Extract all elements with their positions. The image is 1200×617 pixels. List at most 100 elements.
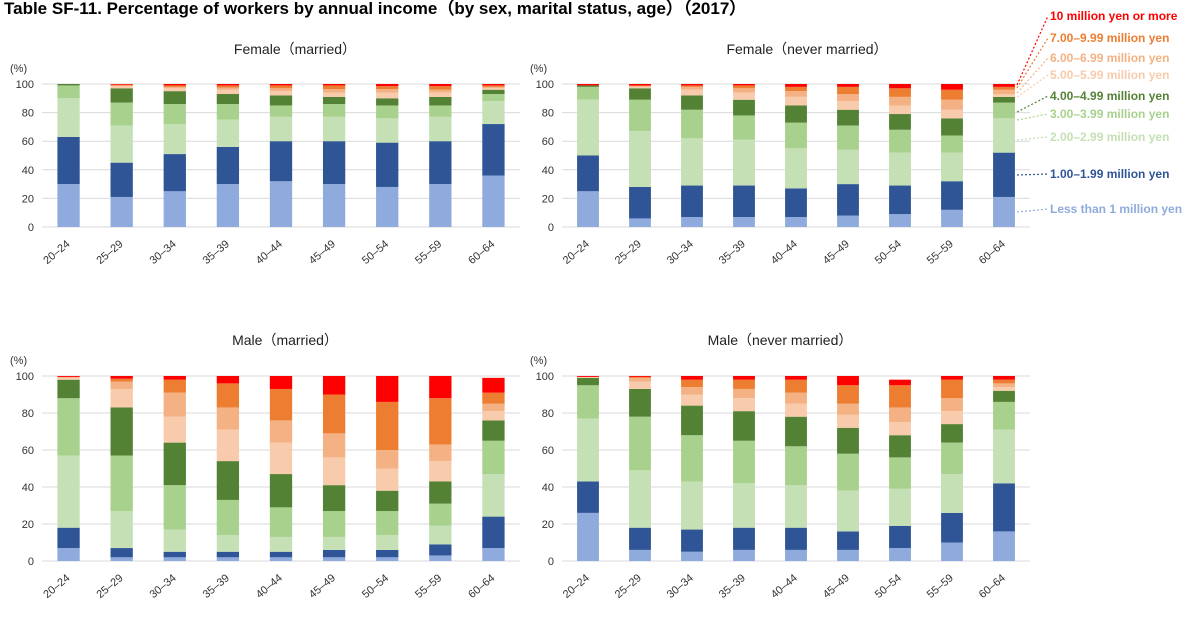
bar-segment: [216, 376, 240, 384]
bar-segment: [733, 527, 755, 550]
bar-segment: [57, 136, 80, 185]
bar-segment: [429, 555, 452, 561]
bar-segment: [889, 379, 911, 386]
bar-segment: [269, 95, 293, 106]
x-tick-label: 60–64: [977, 238, 1008, 267]
x-tick-label: 60–64: [466, 572, 497, 601]
y-tick-label: 60: [542, 136, 554, 148]
bar-segment: [837, 125, 859, 150]
bar-segment: [993, 118, 1015, 153]
legend-item: 10 million yen or more: [1050, 9, 1178, 23]
bar-segment: [269, 181, 293, 227]
x-tick-label: 50–54: [873, 238, 904, 267]
bar-segment: [889, 114, 911, 130]
y-tick-label: 20: [542, 519, 554, 531]
bar-segment: [269, 376, 293, 389]
bar-segment: [941, 152, 963, 182]
bar-segment: [785, 485, 807, 528]
legend-leader-line: [1016, 74, 1049, 98]
bar-segment: [110, 84, 133, 86]
bar-segment: [993, 152, 1015, 197]
bar-segment: [163, 551, 186, 558]
bar-segment: [889, 105, 911, 115]
x-tick-label: 35–39: [717, 572, 748, 601]
bar-segment: [993, 387, 1015, 391]
bar-segment: [889, 435, 911, 458]
bar-segment: [681, 138, 703, 186]
bar-segment: [993, 429, 1015, 484]
bar-segment: [889, 129, 911, 153]
legend-item: 3.00–3.99 million yen: [1050, 107, 1169, 121]
y-tick-label: 100: [16, 79, 34, 91]
y-unit-label: (%): [10, 355, 27, 367]
bar-segment: [785, 216, 807, 227]
bar-segment: [889, 407, 911, 423]
x-tick-label: 25–29: [94, 238, 125, 267]
bar-segment: [482, 440, 505, 475]
bar-segment: [785, 96, 807, 106]
bar-segment: [163, 86, 186, 89]
bar-segment: [993, 376, 1015, 380]
legend-leader-line: [1016, 136, 1049, 141]
bar-segment: [681, 405, 703, 436]
bar-segment: [629, 99, 651, 132]
bar-segment: [837, 149, 859, 185]
bar-segment: [837, 403, 859, 415]
x-tick-label: 20–24: [41, 238, 72, 267]
bar-segment: [216, 383, 240, 408]
bar-segment: [269, 84, 293, 86]
y-tick-label: 40: [542, 165, 554, 177]
bar-segment: [376, 118, 399, 143]
chart-female-never-married: Female（never married） (%) 0 20 40 60 80 100 20–2…: [530, 41, 1030, 267]
bar-segment: [681, 435, 703, 482]
bar-segment: [269, 420, 293, 443]
bar-segment: [941, 398, 963, 412]
bar-segment: [376, 549, 399, 558]
x-tick-label: 35–39: [717, 238, 748, 267]
bar-segment: [577, 376, 599, 378]
bar-segment: [577, 191, 599, 227]
bar-segment: [733, 84, 755, 86]
chart-title: Female（married）: [234, 41, 356, 57]
bar-segment: [837, 109, 859, 126]
bar-segment: [681, 216, 703, 227]
bar-segment: [57, 398, 80, 456]
x-tick-label: 30–34: [148, 238, 179, 267]
bar-segment: [163, 91, 186, 105]
bar-segment: [110, 125, 133, 163]
y-unit-label: (%): [530, 355, 547, 367]
y-tick-label: 20: [542, 193, 554, 205]
legend-leader-line: [1016, 15, 1049, 86]
x-tick-label: 30–34: [665, 572, 696, 601]
bar-segment: [733, 99, 755, 116]
x-tick-label: 40–44: [254, 572, 285, 601]
bar-segment: [629, 376, 651, 378]
bar-segment: [629, 470, 651, 528]
bar-segment: [785, 527, 807, 550]
bar-segment: [163, 376, 186, 380]
bar-segment: [322, 536, 346, 550]
x-tick-label: 35–39: [201, 572, 232, 601]
bar-segment: [733, 398, 755, 412]
bar-segment: [110, 511, 133, 549]
bar-segment: [629, 377, 651, 382]
x-tick-label: 45–49: [307, 572, 338, 601]
bar-segment: [681, 376, 703, 380]
bar-segment: [889, 96, 911, 106]
bar-segment: [482, 86, 505, 89]
bar-segment: [216, 85, 240, 88]
bar-segment: [889, 488, 911, 526]
bar-segment: [269, 85, 293, 89]
bar-segment: [629, 381, 651, 389]
bar-segment: [163, 379, 186, 393]
bar-segment: [785, 392, 807, 404]
bar-segment: [482, 420, 505, 441]
x-tick-label: 50–54: [360, 572, 391, 601]
bar-segment: [681, 95, 703, 110]
bar-segment: [376, 490, 399, 512]
x-tick-label: 55–59: [925, 572, 956, 601]
bar-segment: [376, 86, 399, 90]
bar-segment: [837, 101, 859, 110]
bar-segment: [216, 551, 240, 558]
bar-segment: [322, 457, 346, 486]
